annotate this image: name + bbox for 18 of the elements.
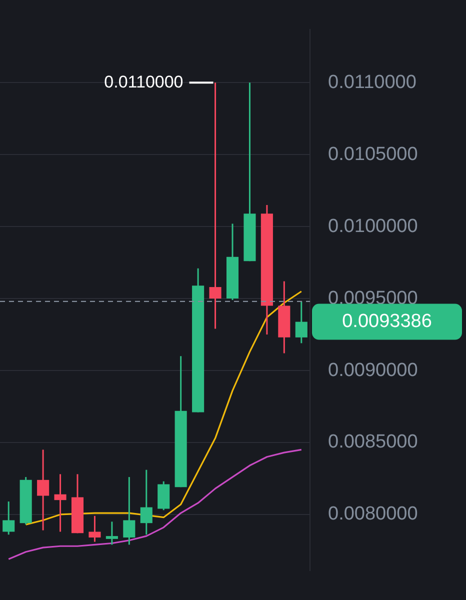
annotation: 0.0110000 <box>104 72 184 92</box>
y-tick-label: 0.0080000 <box>328 504 418 525</box>
candlestick <box>295 300 308 344</box>
y-tick-label: 0.0105000 <box>328 144 418 165</box>
candlestick <box>123 476 136 546</box>
y-tick-label: 0.0090000 <box>328 360 418 381</box>
candlestick <box>106 520 118 546</box>
y-tick-label: 0.0095000 <box>328 288 418 309</box>
candlestick <box>88 515 101 543</box>
y-tick-label: 0.0110000 <box>328 72 416 93</box>
text: 0.0093386 <box>342 311 432 332</box>
candlestick <box>140 469 152 536</box>
candlestick <box>209 82 222 330</box>
candlestick <box>54 473 66 532</box>
y-tick-label: 0.0100000 <box>328 216 418 237</box>
y-tick-label: 0.0085000 <box>328 432 418 453</box>
candlestick <box>2 500 15 536</box>
candlestick <box>37 448 50 532</box>
